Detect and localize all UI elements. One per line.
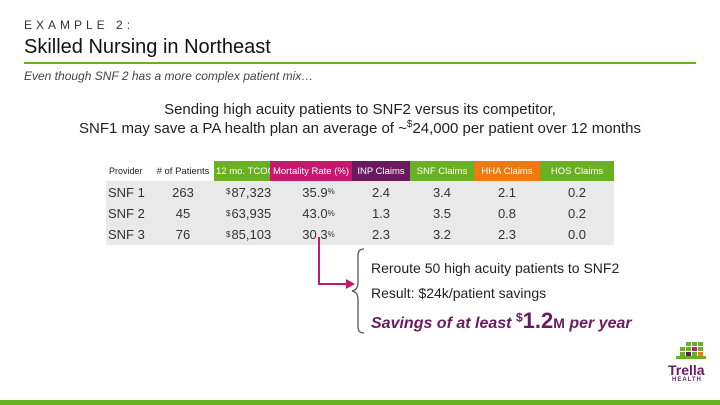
savings-currency: $ (515, 310, 523, 325)
footer-accent-bar (0, 400, 720, 405)
cell-provider: SNF 3 (108, 227, 145, 242)
slide-title: Skilled Nursing in Northeast (24, 36, 271, 58)
logo-subtitle: HEALTH (672, 377, 702, 383)
cell-patients: 263 (172, 184, 194, 200)
cell-inp-claims: 1.3 (371, 206, 391, 221)
savings-value: 1.2 (522, 308, 554, 333)
cell-tcoc-value: 87,323 (231, 184, 272, 200)
slide-subtitle: Even though SNF 2 has a more complex pat… (24, 69, 314, 83)
cell-tcoc: $85,103 (226, 227, 272, 242)
curly-brace-icon (351, 248, 365, 334)
headline-line-2: SNF1 may save a PA health plan an averag… (0, 119, 720, 138)
col-header-patients: # of Patients (152, 161, 214, 181)
savings-prefix: Savings of at least (371, 315, 516, 332)
headline-line-2-start: SNF1 may save a PA health plan an averag… (79, 120, 407, 137)
col-header-hos-claims: HOS Claims (540, 161, 614, 181)
logo-mark-icon (676, 342, 706, 359)
cell-provider: SNF 2 (108, 206, 145, 221)
cell-mortality-value: 30.3 (302, 227, 328, 242)
col-header-hha-claims: HHA Claims (474, 161, 540, 181)
cell-hos-claims: 0.2 (567, 206, 587, 221)
cell-hha-claims: 2.3 (497, 227, 517, 242)
cell-patients: 45 (175, 206, 191, 221)
cell-tcoc: $87,323 (226, 184, 272, 200)
cell-mortality: 30.3% (302, 227, 335, 242)
col-header-tcoc: 12 mo. TCOC (214, 161, 270, 181)
headline-currency: $ (406, 119, 413, 130)
cell-hos-claims: 0.2 (567, 184, 587, 200)
cell-tcoc-value: 63,935 (231, 206, 272, 221)
logo-name: Trella (668, 362, 705, 378)
result-note: Result: $24k/patient savings (371, 285, 547, 301)
cell-hos-claims: 0.0 (567, 227, 587, 242)
savings-suffix: per year (564, 315, 632, 332)
cell-mortality: 35.9% (302, 184, 335, 200)
cell-snf-claims: 3.4 (432, 184, 452, 200)
section-eyebrow: EXAMPLE 2: (24, 18, 135, 32)
provider-comparison-table: Provider # of Patients 12 mo. TCOC Morta… (106, 161, 614, 245)
trella-health-logo: Trella HEALTH (662, 342, 714, 388)
headline-line-2-end: 24,000 per patient over 12 months (412, 120, 641, 137)
table-row: SNF 3 76 $85,103 30.3% 2.3 3.2 2.3 0.0 (106, 224, 614, 245)
cell-mortality: 43.0% (302, 206, 335, 221)
cell-mortality-value: 35.9 (302, 184, 328, 200)
cell-tcoc-value: 85,103 (231, 227, 272, 242)
cell-inp-claims: 2.4 (371, 184, 391, 200)
savings-statement: Savings of at least $1.2M per year (371, 308, 632, 334)
headline: Sending high acuity patients to SNF2 ver… (0, 100, 720, 138)
cell-hha-claims: 0.8 (497, 206, 517, 221)
savings-unit: M (553, 315, 565, 331)
col-header-snf-claims: SNF Claims (410, 161, 474, 181)
cell-patients: 76 (175, 227, 191, 242)
reroute-note: Reroute 50 high acuity patients to SNF2 (371, 260, 620, 276)
col-header-mortality: Mortality Rate (%) (270, 161, 352, 181)
cell-mortality-value: 43.0 (302, 206, 328, 221)
cell-snf-claims: 3.5 (432, 206, 452, 221)
connector-line-vertical (318, 237, 320, 285)
cell-snf-claims: 3.2 (432, 227, 452, 242)
col-header-provider: Provider (106, 161, 152, 181)
cell-inp-claims: 2.3 (371, 227, 391, 242)
headline-line-1: Sending high acuity patients to SNF2 ver… (164, 101, 556, 118)
arrow-right-icon (346, 279, 355, 289)
table-header-row: Provider # of Patients 12 mo. TCOC Morta… (106, 161, 614, 181)
table-row: SNF 1 263 $87,323 35.9% 2.4 3.4 2.1 0.2 (106, 181, 614, 203)
connector-line-horizontal (318, 283, 348, 285)
cell-tcoc: $63,935 (226, 206, 272, 221)
col-header-inp-claims: INP Claims (352, 161, 410, 181)
cell-hha-claims: 2.1 (497, 184, 517, 200)
title-divider (24, 62, 696, 64)
table-row: SNF 2 45 $63,935 43.0% 1.3 3.5 0.8 0.2 (106, 203, 614, 224)
cell-provider: SNF 1 (108, 184, 145, 200)
